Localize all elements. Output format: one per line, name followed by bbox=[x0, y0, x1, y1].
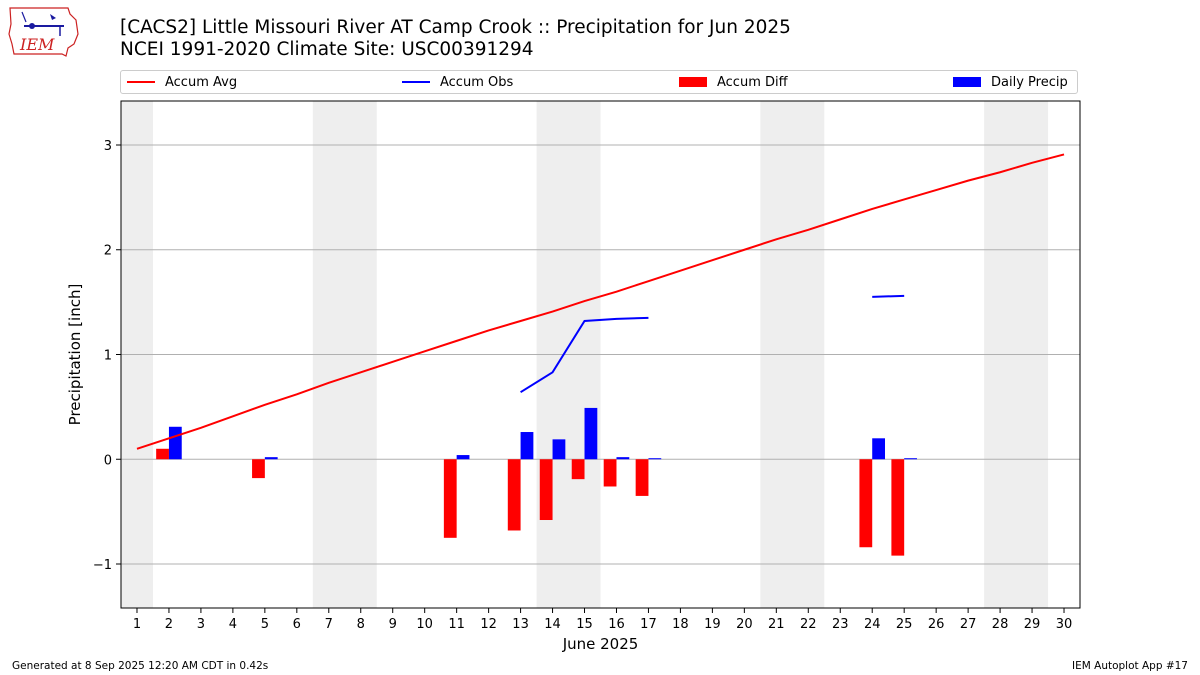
x-tick-label: 12 bbox=[480, 617, 497, 632]
accum-diff-bar bbox=[891, 459, 905, 556]
x-tick-label: 29 bbox=[1024, 617, 1041, 632]
x-axis-label: June 2025 bbox=[562, 635, 639, 653]
y-axis-ticks: −1 0 1 2 3 bbox=[93, 139, 121, 573]
accum-diff-bar bbox=[443, 459, 457, 538]
legend-label-daily-precip: Daily Precip bbox=[991, 74, 1068, 90]
x-tick-label: 8 bbox=[357, 617, 365, 632]
accum-diff-bar bbox=[635, 459, 649, 496]
x-tick-label: 17 bbox=[640, 617, 657, 632]
x-tick-label: 13 bbox=[512, 617, 529, 632]
x-tick-label: 11 bbox=[448, 617, 465, 632]
x-tick-label: 23 bbox=[832, 617, 849, 632]
x-tick-label: 5 bbox=[261, 617, 269, 632]
gridlines bbox=[121, 144, 1080, 565]
weekend-band bbox=[312, 101, 377, 608]
x-tick-label: 7 bbox=[325, 617, 333, 632]
weekend-band bbox=[984, 101, 1049, 608]
accum-diff-bar bbox=[859, 459, 873, 548]
x-tick-label: 25 bbox=[896, 617, 913, 632]
accum-diff-bar bbox=[603, 459, 617, 487]
accum-diff-bar bbox=[539, 459, 553, 521]
chart-subtitle: NCEI 1991-2020 Climate Site: USC00391294 bbox=[120, 39, 534, 60]
logo-text: IEM bbox=[19, 35, 55, 54]
daily-precip-bar bbox=[616, 457, 630, 460]
y-tick-label: 3 bbox=[104, 139, 112, 154]
weekend-shading bbox=[121, 101, 1049, 608]
y-tick-label: 1 bbox=[104, 349, 112, 364]
x-tick-label: 24 bbox=[864, 617, 881, 632]
legend-accum-diff: Accum Diff bbox=[679, 71, 788, 93]
legend: Accum Avg Accum Obs Accum Diff Daily Pre… bbox=[120, 70, 1078, 94]
footer-generated: Generated at 8 Sep 2025 12:20 AM CDT in … bbox=[12, 660, 269, 672]
x-tick-label: 30 bbox=[1056, 617, 1073, 632]
x-tick-label: 15 bbox=[576, 617, 593, 632]
lines bbox=[136, 153, 1065, 450]
daily-precip-bar bbox=[456, 455, 470, 460]
chart-title: [CACS2] Little Missouri River AT Camp Cr… bbox=[120, 17, 791, 38]
x-tick-label: 16 bbox=[608, 617, 625, 632]
accum-diff-bar bbox=[252, 459, 265, 479]
daily-precip-bar bbox=[168, 426, 182, 460]
legend-swatch-accum-obs bbox=[402, 81, 430, 83]
bars bbox=[156, 407, 917, 556]
legend-swatch-daily-precip bbox=[953, 77, 981, 87]
accum-diff-bar bbox=[507, 459, 521, 531]
x-tick-label: 19 bbox=[704, 617, 721, 632]
daily-precip-bar bbox=[552, 439, 566, 460]
plot-frame bbox=[120, 100, 1081, 609]
weekend-band bbox=[536, 101, 601, 608]
x-axis-ticks: 1 2 3 4 5 6 7 8 9 10 11 12 13 14 15 16 17 18 19 20 21 22 23 24 2… bbox=[133, 608, 1072, 632]
weekend-band bbox=[760, 101, 825, 608]
accum-obs-line bbox=[872, 294, 905, 298]
x-tick-label: 20 bbox=[736, 617, 753, 632]
legend-accum-avg: Accum Avg bbox=[127, 71, 237, 93]
legend-label-accum-obs: Accum Obs bbox=[440, 74, 514, 90]
accum-avg-line bbox=[136, 153, 1065, 450]
legend-swatch-accum-diff bbox=[679, 77, 707, 87]
daily-precip-bar bbox=[872, 438, 886, 460]
x-tick-label: 26 bbox=[928, 617, 945, 632]
x-tick-label: 3 bbox=[197, 617, 205, 632]
legend-daily-precip: Daily Precip bbox=[953, 71, 1068, 93]
daily-precip-bar bbox=[904, 458, 917, 460]
x-tick-label: 1 bbox=[133, 617, 141, 632]
legend-label-accum-diff: Accum Diff bbox=[717, 74, 788, 90]
x-tick-label: 14 bbox=[544, 617, 561, 632]
y-tick-label: −1 bbox=[93, 558, 112, 573]
x-tick-label: 22 bbox=[800, 617, 817, 632]
x-tick-label: 9 bbox=[389, 617, 397, 632]
daily-precip-bar bbox=[520, 432, 534, 460]
legend-swatch-accum-avg bbox=[127, 81, 155, 83]
accum-diff-bar bbox=[571, 459, 585, 480]
daily-precip-bar bbox=[264, 457, 278, 460]
legend-label-accum-avg: Accum Avg bbox=[165, 74, 238, 90]
x-tick-label: 21 bbox=[768, 617, 785, 632]
footer-app: IEM Autoplot App #17 bbox=[1072, 660, 1188, 672]
x-tick-label: 2 bbox=[165, 617, 173, 632]
weekend-band bbox=[121, 101, 153, 608]
y-axis-label: Precipitation [inch] bbox=[66, 284, 84, 426]
y-tick-label: 0 bbox=[104, 453, 112, 468]
legend-accum-obs: Accum Obs bbox=[402, 71, 513, 93]
x-tick-label: 6 bbox=[293, 617, 301, 632]
x-tick-label: 28 bbox=[992, 617, 1009, 632]
y-tick-label: 2 bbox=[104, 244, 112, 259]
x-tick-label: 27 bbox=[960, 617, 977, 632]
x-tick-label: 10 bbox=[416, 617, 433, 632]
iem-logo: IEM bbox=[8, 7, 79, 57]
accum-diff-bar bbox=[156, 448, 169, 460]
daily-precip-bar bbox=[648, 458, 662, 460]
daily-precip-bar bbox=[584, 407, 598, 460]
x-tick-label: 18 bbox=[672, 617, 689, 632]
accum-obs-line bbox=[520, 316, 649, 394]
x-tick-label: 4 bbox=[229, 617, 237, 632]
